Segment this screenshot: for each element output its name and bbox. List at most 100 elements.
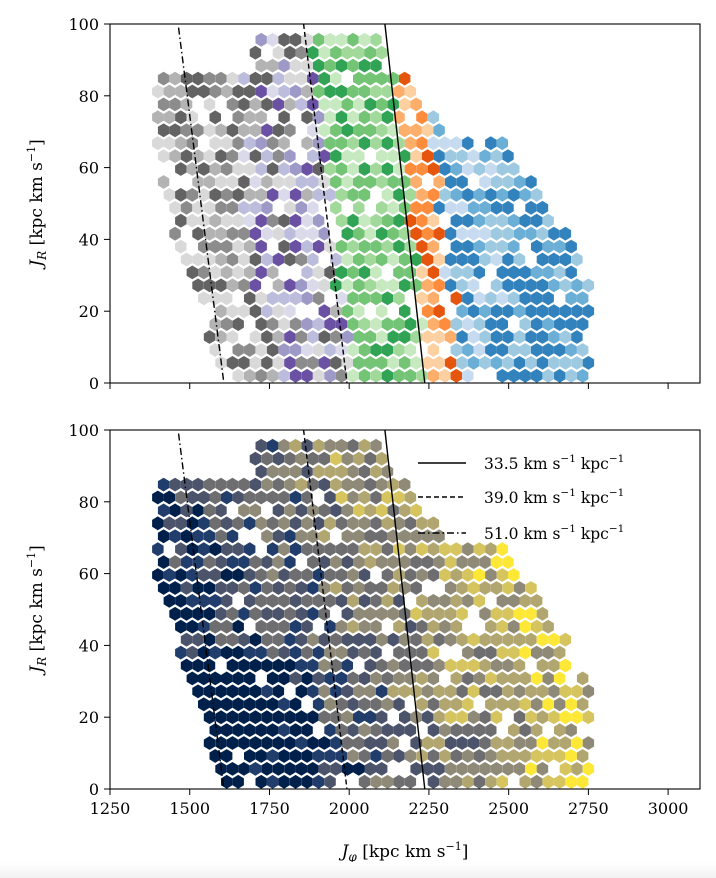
bottom-hex-bin bbox=[301, 774, 313, 789]
bottom-hex-bin bbox=[324, 568, 336, 582]
top-hex-bin bbox=[301, 136, 313, 151]
top-hex-bin bbox=[284, 304, 296, 319]
top-hex-bin bbox=[341, 226, 353, 241]
top-hex-bin bbox=[244, 239, 256, 254]
window-bottom-strip bbox=[0, 862, 716, 878]
top-hex-bin bbox=[376, 149, 388, 163]
bottom-hex-bin bbox=[450, 697, 463, 712]
top-hex-bin bbox=[456, 149, 468, 163]
top-hex-bin bbox=[508, 368, 520, 383]
bottom-hex-bin bbox=[169, 477, 181, 492]
top-hex-bin bbox=[324, 317, 336, 331]
bottom-hex-bin bbox=[341, 529, 353, 544]
bottom-hex-bin bbox=[554, 697, 566, 712]
top-hex-bin bbox=[324, 162, 336, 176]
bottom-hex-bin bbox=[221, 594, 233, 608]
top-pattern-speed-lines bbox=[177, 23, 426, 384]
bottom-hex-bin bbox=[421, 529, 434, 544]
bottom-hex-bin bbox=[284, 606, 296, 621]
bottom-hex-bin bbox=[502, 632, 514, 647]
bottom-hex-bin bbox=[318, 684, 330, 699]
top-hex-bin bbox=[490, 330, 503, 344]
top-hex-bin bbox=[238, 252, 250, 267]
bottom-hex-bin bbox=[198, 516, 210, 531]
top-hex-bin bbox=[353, 97, 365, 112]
bottom-hex-bin bbox=[439, 568, 451, 582]
top-hex-bin bbox=[289, 343, 302, 357]
top-hex-bin bbox=[157, 123, 170, 138]
top-hex-bin bbox=[157, 71, 170, 86]
top-hex-bin bbox=[508, 213, 520, 228]
top-hex-bin bbox=[330, 278, 342, 293]
top-hex-bin bbox=[571, 356, 583, 370]
bottom-hex-bin bbox=[295, 477, 308, 492]
top-hex-bin bbox=[295, 97, 308, 112]
bottom-hex-bin bbox=[393, 542, 405, 557]
bottom-hex-bin bbox=[485, 568, 497, 582]
top-hex-bin bbox=[255, 239, 267, 254]
bottom-hex-bin bbox=[381, 542, 394, 557]
bottom-hex-bin bbox=[364, 684, 376, 699]
top-hex-bin bbox=[370, 343, 382, 357]
bottom-hex-bin bbox=[255, 464, 267, 479]
bottom-hex-bin bbox=[330, 736, 342, 750]
top-hex-bin bbox=[531, 239, 543, 254]
bottom-hex-bin bbox=[358, 619, 371, 634]
bottom-hex-bin bbox=[238, 477, 250, 492]
bottom-hex-bin bbox=[387, 684, 399, 699]
top-hex-bin bbox=[244, 84, 256, 99]
bottom-hex-bin bbox=[565, 749, 577, 763]
top-hex-bin bbox=[244, 110, 256, 125]
top-hex-bin bbox=[536, 252, 549, 267]
bottom-hex-bin bbox=[513, 684, 526, 699]
bottom-hex-bin bbox=[421, 710, 434, 725]
top-hex-bin bbox=[393, 291, 405, 306]
top-hex-bin bbox=[479, 304, 491, 319]
top-hex-bin bbox=[404, 317, 417, 331]
top-hex-bin bbox=[462, 343, 474, 357]
top-hex-bin bbox=[163, 188, 175, 202]
top-hex-bin bbox=[473, 317, 485, 331]
top-hex-bin bbox=[295, 278, 308, 293]
top-hex-bin bbox=[186, 162, 198, 176]
bottom-hex-bin bbox=[255, 697, 267, 712]
bottom-hex-bin bbox=[513, 736, 526, 750]
bottom-hex-bin bbox=[548, 710, 560, 725]
bottom-hex-bin bbox=[364, 762, 376, 776]
bottom-hex-bin bbox=[335, 438, 348, 453]
bottom-x-tick-label: 2750 bbox=[568, 799, 609, 818]
bottom-hex-bin bbox=[255, 774, 267, 789]
bottom-hex-bin bbox=[221, 645, 233, 660]
top-hex-bin bbox=[376, 123, 388, 138]
top-hex-bin bbox=[284, 278, 296, 293]
bottom-hex-bin bbox=[467, 736, 480, 750]
top-hex-bin bbox=[318, 149, 330, 163]
bottom-hex-bin bbox=[502, 658, 514, 673]
bottom-hex-bin bbox=[192, 632, 204, 647]
bottom-hex-bin bbox=[358, 542, 371, 557]
bottom-hex-bin bbox=[347, 490, 359, 505]
top-hex-bin bbox=[226, 304, 239, 319]
top-hex-bin bbox=[364, 175, 376, 189]
bottom-hex-bin bbox=[284, 555, 296, 569]
bottom-hex-bin bbox=[152, 568, 164, 582]
top-hex-bin bbox=[416, 368, 428, 383]
top-axis-ticks: 0 20 40 60 80 100 bbox=[68, 15, 669, 393]
top-hex-bin bbox=[479, 252, 491, 267]
bottom-hex-bin bbox=[215, 684, 227, 699]
bottom-hex-bin bbox=[261, 581, 273, 595]
bottom-hex-bin bbox=[364, 451, 376, 466]
top-hex-bin bbox=[226, 149, 239, 163]
top-hex-bin bbox=[284, 226, 296, 241]
bottom-hex-bin bbox=[192, 606, 204, 621]
bottom-hex-bin bbox=[341, 632, 353, 647]
bottom-hex-bin bbox=[272, 581, 285, 595]
top-hex-bin bbox=[576, 317, 589, 331]
bottom-hex-bin bbox=[215, 529, 227, 544]
top-hex-bin bbox=[450, 188, 463, 202]
bottom-x-tick-label: 2000 bbox=[329, 799, 370, 818]
bottom-hex-bin bbox=[266, 438, 279, 453]
bottom-hex-bin bbox=[284, 658, 296, 673]
top-hex-bin bbox=[364, 97, 376, 112]
bottom-hex-bin bbox=[221, 619, 233, 634]
